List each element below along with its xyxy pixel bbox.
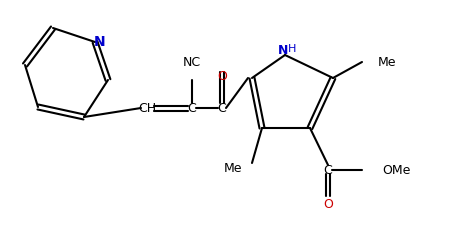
Text: C: C (217, 102, 226, 114)
Text: O: O (323, 198, 333, 210)
Text: C: C (323, 164, 333, 177)
Text: C: C (188, 102, 196, 114)
Text: N: N (94, 35, 106, 49)
Text: NC: NC (183, 55, 201, 69)
Text: O: O (217, 69, 227, 82)
Text: H: H (288, 44, 296, 54)
Text: CH: CH (138, 102, 156, 114)
Text: N: N (278, 45, 288, 58)
Text: Me: Me (378, 55, 396, 69)
Text: Me: Me (223, 161, 242, 175)
Text: OMe: OMe (382, 164, 410, 177)
